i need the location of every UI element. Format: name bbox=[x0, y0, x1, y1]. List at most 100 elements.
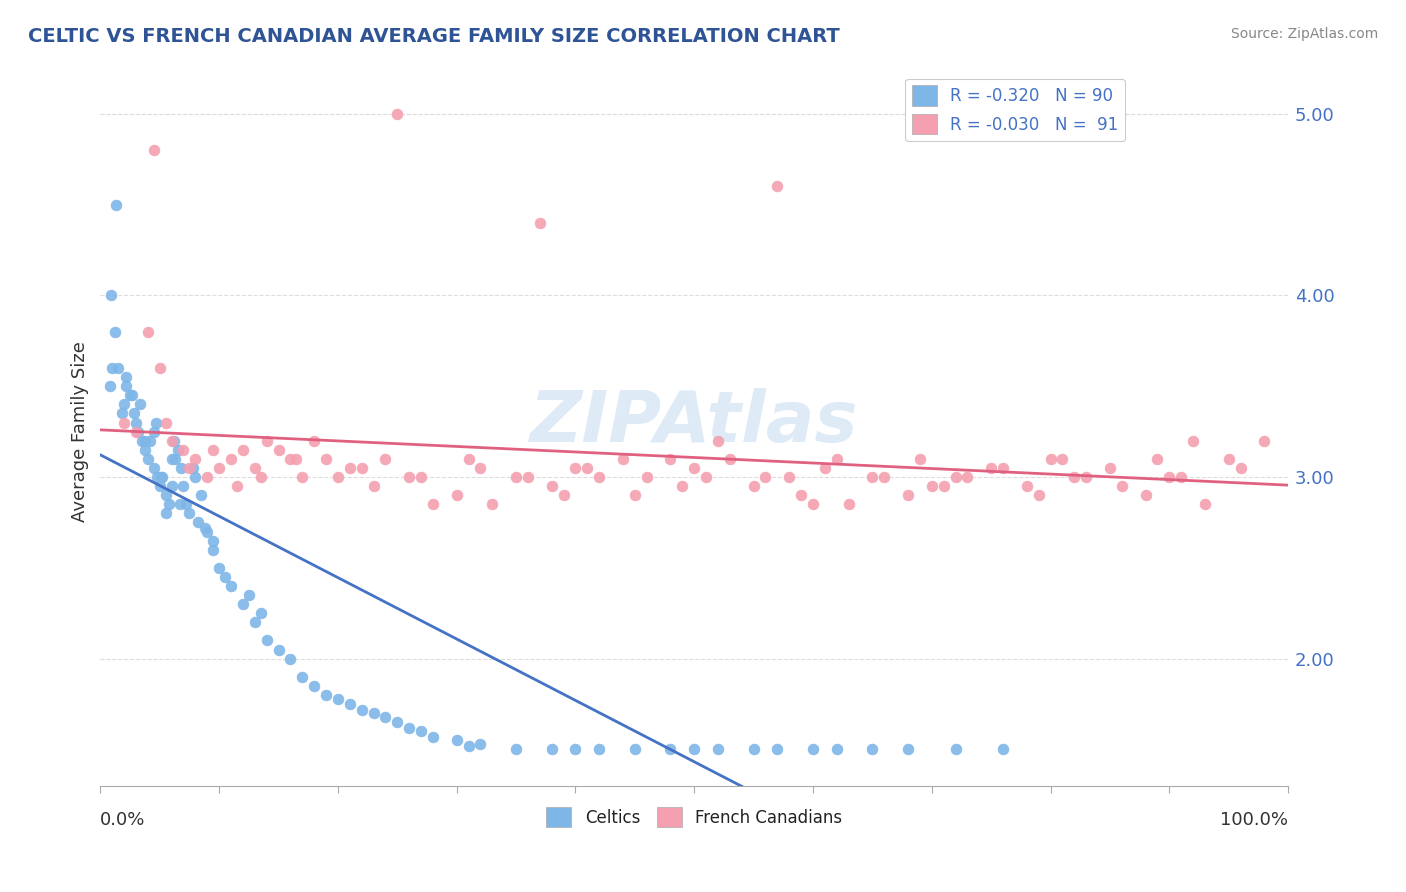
Point bbox=[659, 451, 682, 466]
Point bbox=[422, 730, 444, 744]
Point bbox=[118, 388, 141, 402]
Point bbox=[131, 434, 153, 448]
Point bbox=[540, 742, 562, 756]
Point bbox=[202, 542, 225, 557]
Point bbox=[326, 470, 349, 484]
Point bbox=[956, 470, 979, 484]
Point bbox=[291, 470, 314, 484]
Point bbox=[267, 442, 290, 457]
Point bbox=[945, 470, 967, 484]
Point bbox=[134, 434, 156, 448]
Point bbox=[249, 606, 271, 620]
Point bbox=[350, 461, 373, 475]
Point bbox=[374, 710, 396, 724]
Point bbox=[139, 434, 162, 448]
Point bbox=[457, 739, 479, 753]
Point bbox=[112, 397, 135, 411]
Point bbox=[173, 442, 195, 457]
Point bbox=[160, 479, 183, 493]
Point bbox=[339, 697, 361, 711]
Point bbox=[111, 407, 134, 421]
Text: CELTIC VS FRENCH CANADIAN AVERAGE FAMILY SIZE CORRELATION CHART: CELTIC VS FRENCH CANADIAN AVERAGE FAMILY… bbox=[28, 27, 839, 45]
Point bbox=[801, 497, 824, 511]
Point bbox=[1015, 479, 1038, 493]
Point bbox=[315, 451, 337, 466]
Point bbox=[249, 470, 271, 484]
Point bbox=[801, 742, 824, 756]
Point bbox=[991, 461, 1014, 475]
Point bbox=[624, 742, 647, 756]
Point bbox=[766, 179, 789, 194]
Point bbox=[160, 434, 183, 448]
Point bbox=[945, 742, 967, 756]
Point bbox=[409, 470, 432, 484]
Point bbox=[101, 361, 124, 376]
Point bbox=[553, 488, 575, 502]
Point bbox=[636, 470, 658, 484]
Point bbox=[280, 451, 302, 466]
Point bbox=[226, 479, 249, 493]
Point bbox=[208, 461, 231, 475]
Point bbox=[238, 588, 260, 602]
Point bbox=[529, 216, 551, 230]
Point bbox=[285, 451, 308, 466]
Point bbox=[446, 733, 468, 747]
Point bbox=[387, 715, 409, 730]
Point bbox=[1170, 470, 1192, 484]
Legend: Celtics, French Canadians: Celtics, French Canadians bbox=[540, 800, 849, 834]
Y-axis label: Average Family Size: Average Family Size bbox=[72, 341, 89, 522]
Point bbox=[202, 533, 225, 548]
Point bbox=[457, 451, 479, 466]
Point bbox=[707, 434, 730, 448]
Point bbox=[256, 434, 278, 448]
Point bbox=[742, 742, 765, 756]
Point bbox=[707, 742, 730, 756]
Point bbox=[612, 451, 634, 466]
Point bbox=[766, 742, 789, 756]
Point bbox=[104, 325, 127, 339]
Point bbox=[1098, 461, 1121, 475]
Point bbox=[142, 461, 165, 475]
Point bbox=[267, 642, 290, 657]
Point bbox=[718, 451, 741, 466]
Point bbox=[214, 570, 236, 584]
Point bbox=[838, 497, 860, 511]
Point bbox=[166, 442, 188, 457]
Point bbox=[363, 479, 385, 493]
Point bbox=[1111, 479, 1133, 493]
Point bbox=[814, 461, 837, 475]
Point bbox=[980, 461, 1002, 475]
Point bbox=[146, 470, 169, 484]
Point bbox=[742, 479, 765, 493]
Point bbox=[184, 451, 207, 466]
Point bbox=[149, 479, 172, 493]
Point bbox=[398, 721, 420, 735]
Point bbox=[540, 479, 562, 493]
Point bbox=[446, 488, 468, 502]
Point bbox=[1253, 434, 1275, 448]
Point bbox=[302, 434, 325, 448]
Point bbox=[897, 742, 920, 756]
Point bbox=[165, 451, 187, 466]
Point bbox=[409, 724, 432, 739]
Point bbox=[1146, 451, 1168, 466]
Point bbox=[232, 442, 254, 457]
Point bbox=[149, 470, 172, 484]
Point bbox=[576, 461, 599, 475]
Point bbox=[470, 461, 492, 475]
Point bbox=[121, 388, 143, 402]
Point bbox=[219, 579, 242, 593]
Point bbox=[219, 451, 242, 466]
Point bbox=[387, 107, 409, 121]
Point bbox=[1135, 488, 1157, 502]
Point bbox=[115, 370, 138, 384]
Point bbox=[155, 416, 177, 430]
Point bbox=[991, 742, 1014, 756]
Point bbox=[127, 425, 149, 439]
Point bbox=[100, 288, 122, 302]
Point bbox=[1076, 470, 1098, 484]
Point bbox=[208, 561, 231, 575]
Point bbox=[149, 361, 172, 376]
Text: Source: ZipAtlas.com: Source: ZipAtlas.com bbox=[1230, 27, 1378, 41]
Point bbox=[860, 470, 883, 484]
